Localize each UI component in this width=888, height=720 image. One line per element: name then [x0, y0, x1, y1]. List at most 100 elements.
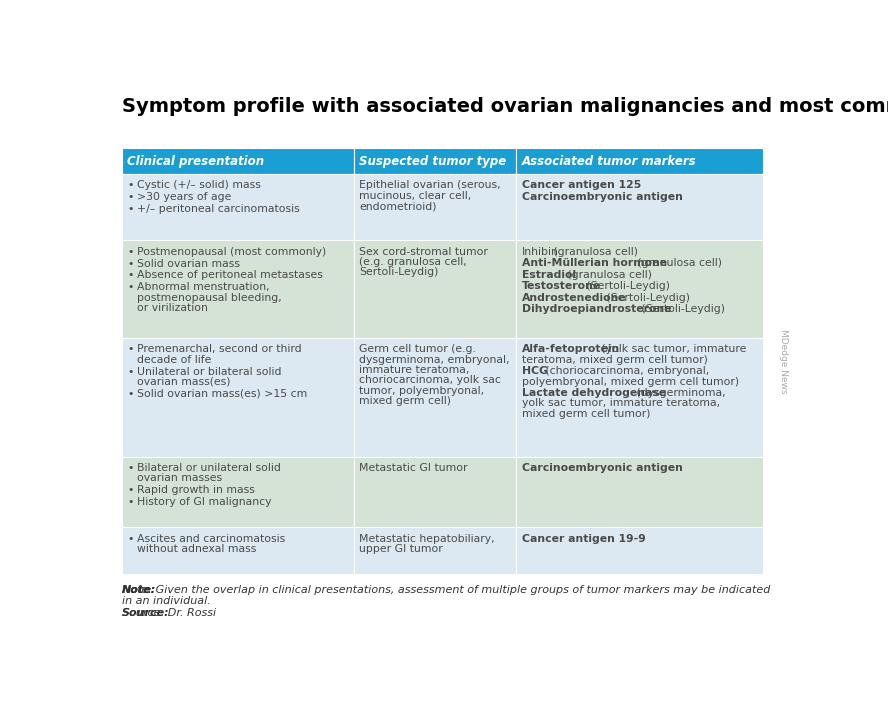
Text: Unilateral or bilateral solid: Unilateral or bilateral solid: [137, 366, 281, 377]
Text: Source:: Source:: [122, 608, 170, 618]
Text: mixed germ cell tumor): mixed germ cell tumor): [521, 409, 650, 419]
Text: Anti-Müllerian hormone: Anti-Müllerian hormone: [521, 258, 667, 268]
Bar: [353, 148, 516, 174]
Text: Estradiol: Estradiol: [521, 270, 575, 279]
Text: •: •: [127, 497, 134, 507]
Text: endometrioid): endometrioid): [360, 201, 437, 211]
Bar: [516, 456, 763, 528]
Bar: [122, 456, 353, 528]
Text: •: •: [127, 344, 134, 354]
Text: Note:: Note:: [122, 585, 156, 595]
Text: without adnexal mass: without adnexal mass: [137, 544, 256, 554]
Text: Source: Dr. Rossi: Source: Dr. Rossi: [122, 608, 216, 618]
Text: (dysgerminoma,: (dysgerminoma,: [633, 388, 726, 398]
Text: ovarian masses: ovarian masses: [137, 473, 222, 483]
Text: mucinous, clear cell,: mucinous, clear cell,: [360, 191, 472, 201]
Text: Carcinoembryonic antigen: Carcinoembryonic antigen: [521, 463, 683, 473]
Text: •: •: [127, 485, 134, 495]
Text: Associated tumor markers: Associated tumor markers: [521, 155, 696, 168]
Text: •: •: [127, 258, 134, 269]
Text: Inhibin: Inhibin: [521, 247, 559, 256]
Text: (granulosa cell): (granulosa cell): [634, 258, 722, 268]
Text: •: •: [127, 463, 134, 473]
Text: HCG: HCG: [521, 366, 548, 376]
Text: Cancer antigen 19-9: Cancer antigen 19-9: [521, 534, 646, 544]
Text: Sex cord-stromal tumor: Sex cord-stromal tumor: [360, 247, 488, 256]
Text: Lactate dehydrogenase: Lactate dehydrogenase: [521, 388, 666, 398]
Bar: [122, 148, 779, 575]
Text: yolk sac tumor, immature teratoma,: yolk sac tumor, immature teratoma,: [521, 398, 719, 408]
Text: decade of life: decade of life: [137, 355, 211, 364]
Text: +/– peritoneal carcinomatosis: +/– peritoneal carcinomatosis: [137, 204, 299, 215]
Text: •: •: [127, 366, 134, 377]
Text: Absence of peritoneal metastases: Absence of peritoneal metastases: [137, 271, 322, 281]
Bar: [516, 240, 763, 338]
Bar: [122, 240, 353, 338]
Bar: [516, 528, 763, 575]
Text: upper GI tumor: upper GI tumor: [360, 544, 443, 554]
Bar: [353, 456, 516, 528]
Text: •: •: [127, 389, 134, 399]
Text: Abnormal menstruation,: Abnormal menstruation,: [137, 282, 269, 292]
Text: Carcinoembryonic antigen: Carcinoembryonic antigen: [521, 192, 683, 202]
Text: (Sertoli-Leydig): (Sertoli-Leydig): [603, 293, 690, 303]
Bar: [353, 528, 516, 575]
Text: Metastatic GI tumor: Metastatic GI tumor: [360, 463, 468, 473]
Text: Bilateral or unilateral solid: Bilateral or unilateral solid: [137, 463, 281, 473]
Bar: [353, 174, 516, 240]
Text: MDedge News: MDedge News: [779, 329, 789, 394]
Text: •: •: [127, 192, 134, 202]
Text: Sertoli-Leydig): Sertoli-Leydig): [360, 267, 439, 277]
Text: •: •: [127, 534, 134, 544]
Text: (granulosa cell): (granulosa cell): [551, 247, 638, 256]
Text: choriocarcinoma, yolk sac: choriocarcinoma, yolk sac: [360, 375, 501, 385]
Bar: [353, 240, 516, 338]
Text: Cystic (+/– solid) mass: Cystic (+/– solid) mass: [137, 180, 260, 190]
Text: (e.g. granulosa cell,: (e.g. granulosa cell,: [360, 257, 467, 267]
Bar: [122, 338, 353, 456]
Text: tumor, polyembryonal,: tumor, polyembryonal,: [360, 386, 484, 396]
Text: polyembryonal, mixed germ cell tumor): polyembryonal, mixed germ cell tumor): [521, 377, 739, 387]
Text: •: •: [127, 204, 134, 215]
Bar: [122, 528, 353, 575]
Text: (yolk sac tumor, immature: (yolk sac tumor, immature: [598, 344, 746, 354]
Text: Premenarchal, second or third: Premenarchal, second or third: [137, 344, 301, 354]
Text: •: •: [127, 180, 134, 190]
Bar: [122, 174, 353, 240]
Text: Ascites and carcinomatosis: Ascites and carcinomatosis: [137, 534, 285, 544]
Text: or virilization: or virilization: [137, 303, 208, 313]
Text: History of GI malignancy: History of GI malignancy: [137, 497, 271, 507]
Text: dysgerminoma, embryonal,: dysgerminoma, embryonal,: [360, 355, 510, 364]
Text: Alfa-fetoprotein: Alfa-fetoprotein: [521, 344, 620, 354]
Bar: [122, 148, 353, 174]
Text: •: •: [127, 247, 134, 256]
Text: Solid ovarian mass(es) >15 cm: Solid ovarian mass(es) >15 cm: [137, 389, 307, 399]
Bar: [353, 338, 516, 456]
Bar: [516, 338, 763, 456]
Text: Rapid growth in mass: Rapid growth in mass: [137, 485, 255, 495]
Text: Androstenedione: Androstenedione: [521, 293, 626, 303]
Text: Suspected tumor type: Suspected tumor type: [360, 155, 506, 168]
Text: immature teratoma,: immature teratoma,: [360, 365, 470, 375]
Text: Cancer antigen 125: Cancer antigen 125: [521, 180, 641, 190]
Text: mixed germ cell): mixed germ cell): [360, 396, 451, 406]
Text: (granulosa cell): (granulosa cell): [564, 270, 652, 279]
Text: •: •: [127, 271, 134, 281]
Text: Dihydroepiandrosterone: Dihydroepiandrosterone: [521, 305, 671, 315]
Text: (Sertoli-Leydig): (Sertoli-Leydig): [583, 282, 670, 292]
Text: •: •: [127, 282, 134, 292]
Bar: [516, 148, 763, 174]
Text: (Sertoli-Leydig): (Sertoli-Leydig): [638, 305, 725, 315]
Text: teratoma, mixed germ cell tumor): teratoma, mixed germ cell tumor): [521, 355, 708, 364]
Text: Note:: Note:: [122, 585, 156, 595]
Text: Germ cell tumor (e.g.: Germ cell tumor (e.g.: [360, 344, 476, 354]
Text: Solid ovarian mass: Solid ovarian mass: [137, 258, 240, 269]
Text: Epithelial ovarian (serous,: Epithelial ovarian (serous,: [360, 180, 501, 190]
Bar: [516, 174, 763, 240]
Text: Symptom profile with associated ovarian malignancies and most common markers: Symptom profile with associated ovarian …: [122, 97, 888, 116]
Text: ovarian mass(es): ovarian mass(es): [137, 377, 230, 387]
Text: >30 years of age: >30 years of age: [137, 192, 231, 202]
Text: (choriocarcinoma, embryonal,: (choriocarcinoma, embryonal,: [542, 366, 710, 376]
Text: Testosterone: Testosterone: [521, 282, 601, 292]
Text: postmenopausal bleeding,: postmenopausal bleeding,: [137, 293, 281, 303]
